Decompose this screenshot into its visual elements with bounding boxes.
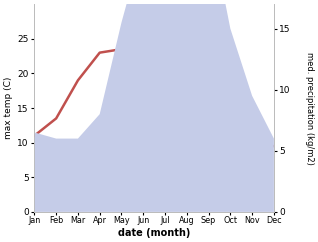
X-axis label: date (month): date (month) [118, 228, 190, 238]
Y-axis label: med. precipitation (kg/m2): med. precipitation (kg/m2) [305, 52, 314, 165]
Y-axis label: max temp (C): max temp (C) [4, 77, 13, 139]
